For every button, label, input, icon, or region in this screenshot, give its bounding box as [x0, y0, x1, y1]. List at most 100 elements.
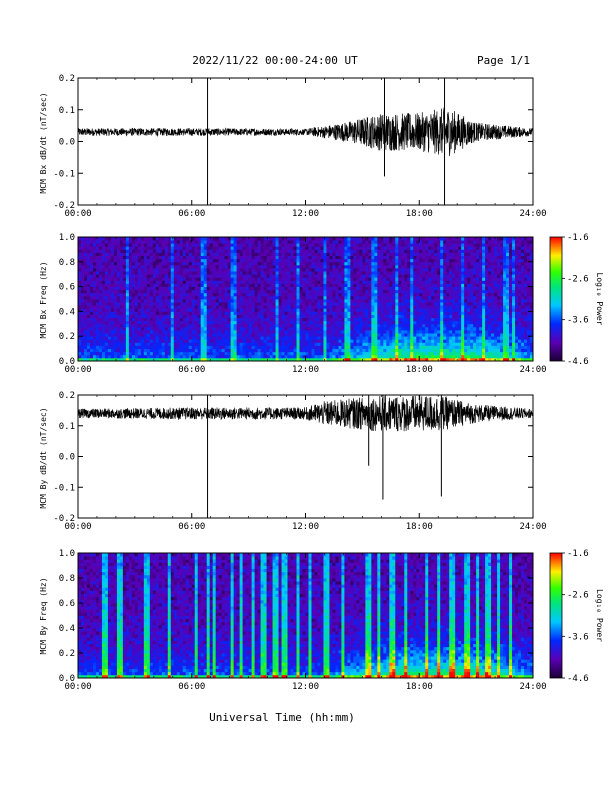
heatmap-cell: [231, 308, 234, 312]
heatmap-cell: [123, 349, 126, 353]
heatmap-cell: [267, 280, 270, 284]
heatmap-cell: [240, 271, 243, 275]
heatmap-cell: [368, 287, 371, 291]
heatmap-cell: [189, 277, 192, 281]
heatmap-cell: [171, 296, 174, 300]
heatmap-cell: [303, 274, 306, 278]
heatmap-cell: [210, 274, 213, 278]
heatmap-cell: [162, 349, 165, 353]
heatmap-cell: [228, 280, 231, 284]
heatmap-cell: [291, 259, 294, 263]
heatmap-cell: [132, 287, 135, 291]
heatmap-cell: [132, 330, 135, 334]
heatmap-cell: [389, 293, 392, 297]
heatmap-cell: [99, 352, 102, 356]
heatmap-cell: [126, 311, 129, 315]
heatmap-cell: [225, 327, 228, 331]
heatmap-cell: [252, 330, 255, 334]
heatmap-cell: [129, 274, 132, 278]
heatmap-cell: [246, 280, 249, 284]
heatmap-cell: [117, 259, 120, 263]
heatmap-cell: [434, 342, 437, 346]
heatmap-cell: [198, 330, 201, 334]
heatmap-cell: [434, 355, 437, 359]
heatmap-cell: [216, 339, 219, 343]
heatmap-cell: [443, 271, 446, 275]
heatmap-cell: [105, 302, 108, 306]
heatmap-cell: [443, 296, 446, 300]
heatmap-cell: [147, 327, 150, 331]
heatmap-cell: [153, 342, 156, 346]
heatmap-cell: [413, 321, 416, 325]
heatmap-cell: [377, 246, 380, 250]
heatmap-cell: [264, 274, 267, 278]
heatmap-cell: [93, 271, 96, 275]
heatmap-cell: [323, 324, 326, 328]
heatmap-cell: [78, 336, 81, 340]
heatmap-cell: [90, 256, 93, 260]
heatmap-cell: [332, 342, 335, 346]
heatmap-cell: [102, 302, 105, 306]
heatmap-cell: [341, 302, 344, 306]
heatmap-cell: [126, 274, 129, 278]
heatmap-cell: [87, 240, 90, 244]
heatmap-cell: [347, 284, 350, 288]
heatmap-cell: [207, 284, 210, 288]
heatmap-cell: [416, 318, 419, 322]
heatmap-cell: [392, 246, 395, 250]
heatmap-cell: [306, 290, 309, 294]
heatmap-cell: [410, 355, 413, 359]
heatmap-cell: [276, 342, 279, 346]
heatmap-cell: [353, 352, 356, 356]
heatmap-cell: [222, 268, 225, 272]
heatmap-cell: [258, 290, 261, 294]
heatmap-cell: [308, 346, 311, 350]
heatmap-cell: [198, 259, 201, 263]
heatmap-cell: [353, 318, 356, 322]
heatmap-cell: [291, 318, 294, 322]
heatmap-cell: [243, 262, 246, 266]
heatmap-cell: [365, 256, 368, 260]
heatmap-cell: [231, 315, 234, 319]
heatmap-cell: [410, 299, 413, 303]
heatmap-cell: [332, 280, 335, 284]
heatmap-cell: [350, 280, 353, 284]
heatmap-cell: [138, 324, 141, 328]
heatmap-cell: [303, 243, 306, 247]
heatmap-cell: [99, 271, 102, 275]
heatmap-cell: [120, 268, 123, 272]
heatmap-cell: [258, 268, 261, 272]
heatmap-cell: [258, 352, 261, 356]
heatmap-cell: [431, 253, 434, 257]
heatmap-cell: [267, 262, 270, 266]
heatmap-cell: [317, 253, 320, 257]
heatmap-cell: [413, 352, 416, 356]
heatmap-cell: [395, 308, 398, 312]
heatmap-cell: [443, 355, 446, 359]
heatmap-cell: [347, 249, 350, 253]
heatmap-cell: [344, 271, 347, 275]
heatmap-cell: [144, 346, 147, 350]
heatmap-cell: [398, 321, 401, 325]
heatmap-cell: [341, 308, 344, 312]
heatmap-cell: [344, 262, 347, 266]
heatmap-cell: [365, 290, 368, 294]
heatmap-cell: [317, 268, 320, 272]
heatmap-cell: [413, 262, 416, 266]
heatmap-cell: [168, 330, 171, 334]
heatmap-cell: [273, 302, 276, 306]
heatmap-cell: [335, 284, 338, 288]
heatmap-cell: [147, 299, 150, 303]
heatmap-cell: [225, 349, 228, 353]
heatmap-cell: [368, 253, 371, 257]
heatmap-cell: [93, 315, 96, 319]
heatmap-cell: [314, 299, 317, 303]
heatmap-cell: [332, 290, 335, 294]
heatmap-cell: [359, 253, 362, 257]
heatmap-cell: [96, 324, 99, 328]
heatmap-cell: [350, 246, 353, 250]
heatmap-cell: [347, 336, 350, 340]
heatmap-cell: [279, 293, 282, 297]
heatmap-cell: [195, 352, 198, 356]
